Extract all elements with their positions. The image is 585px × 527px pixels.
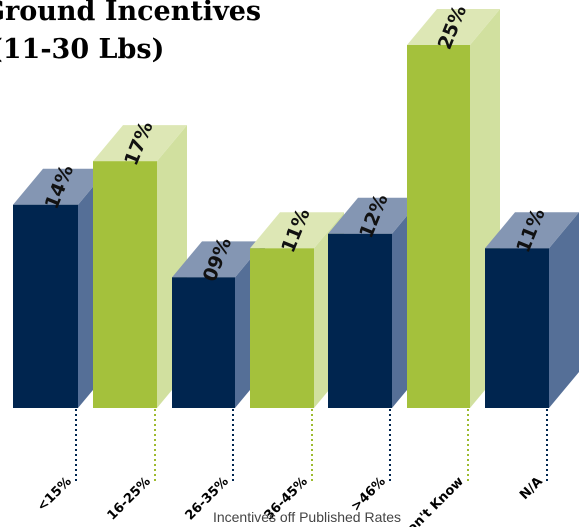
chart-title-line-2: (11-30 Lbs)	[0, 34, 164, 65]
category-label-6: N/A	[517, 474, 546, 503]
category-label-1: 16-25%	[105, 474, 154, 523]
bar-top-6	[485, 212, 579, 249]
bar-2	[172, 277, 235, 408]
bar-top-4	[328, 197, 422, 234]
bar-0	[13, 204, 78, 408]
bar-6	[485, 248, 549, 408]
bar-4	[328, 233, 392, 408]
bar-side-6	[549, 212, 579, 408]
bar-top-3	[250, 212, 344, 249]
bar-top-1	[93, 125, 187, 162]
bar-top-2	[172, 241, 265, 278]
bar-top-5	[407, 9, 500, 45]
bars-group: 14%<15%17%16-25%09%26-35%11%36-45%12%>46…	[13, 2, 579, 527]
category-label-0: <15%	[35, 474, 75, 514]
chart-title-line-1: Ground Incentives	[0, 0, 261, 27]
bar-3	[250, 248, 314, 408]
bar-5	[407, 45, 470, 408]
bar-1	[93, 161, 157, 408]
category-label-5: Don't Know	[397, 474, 467, 527]
bar-top-0	[13, 168, 108, 205]
x-axis-label: Incentives off Published Rates	[213, 509, 401, 525]
